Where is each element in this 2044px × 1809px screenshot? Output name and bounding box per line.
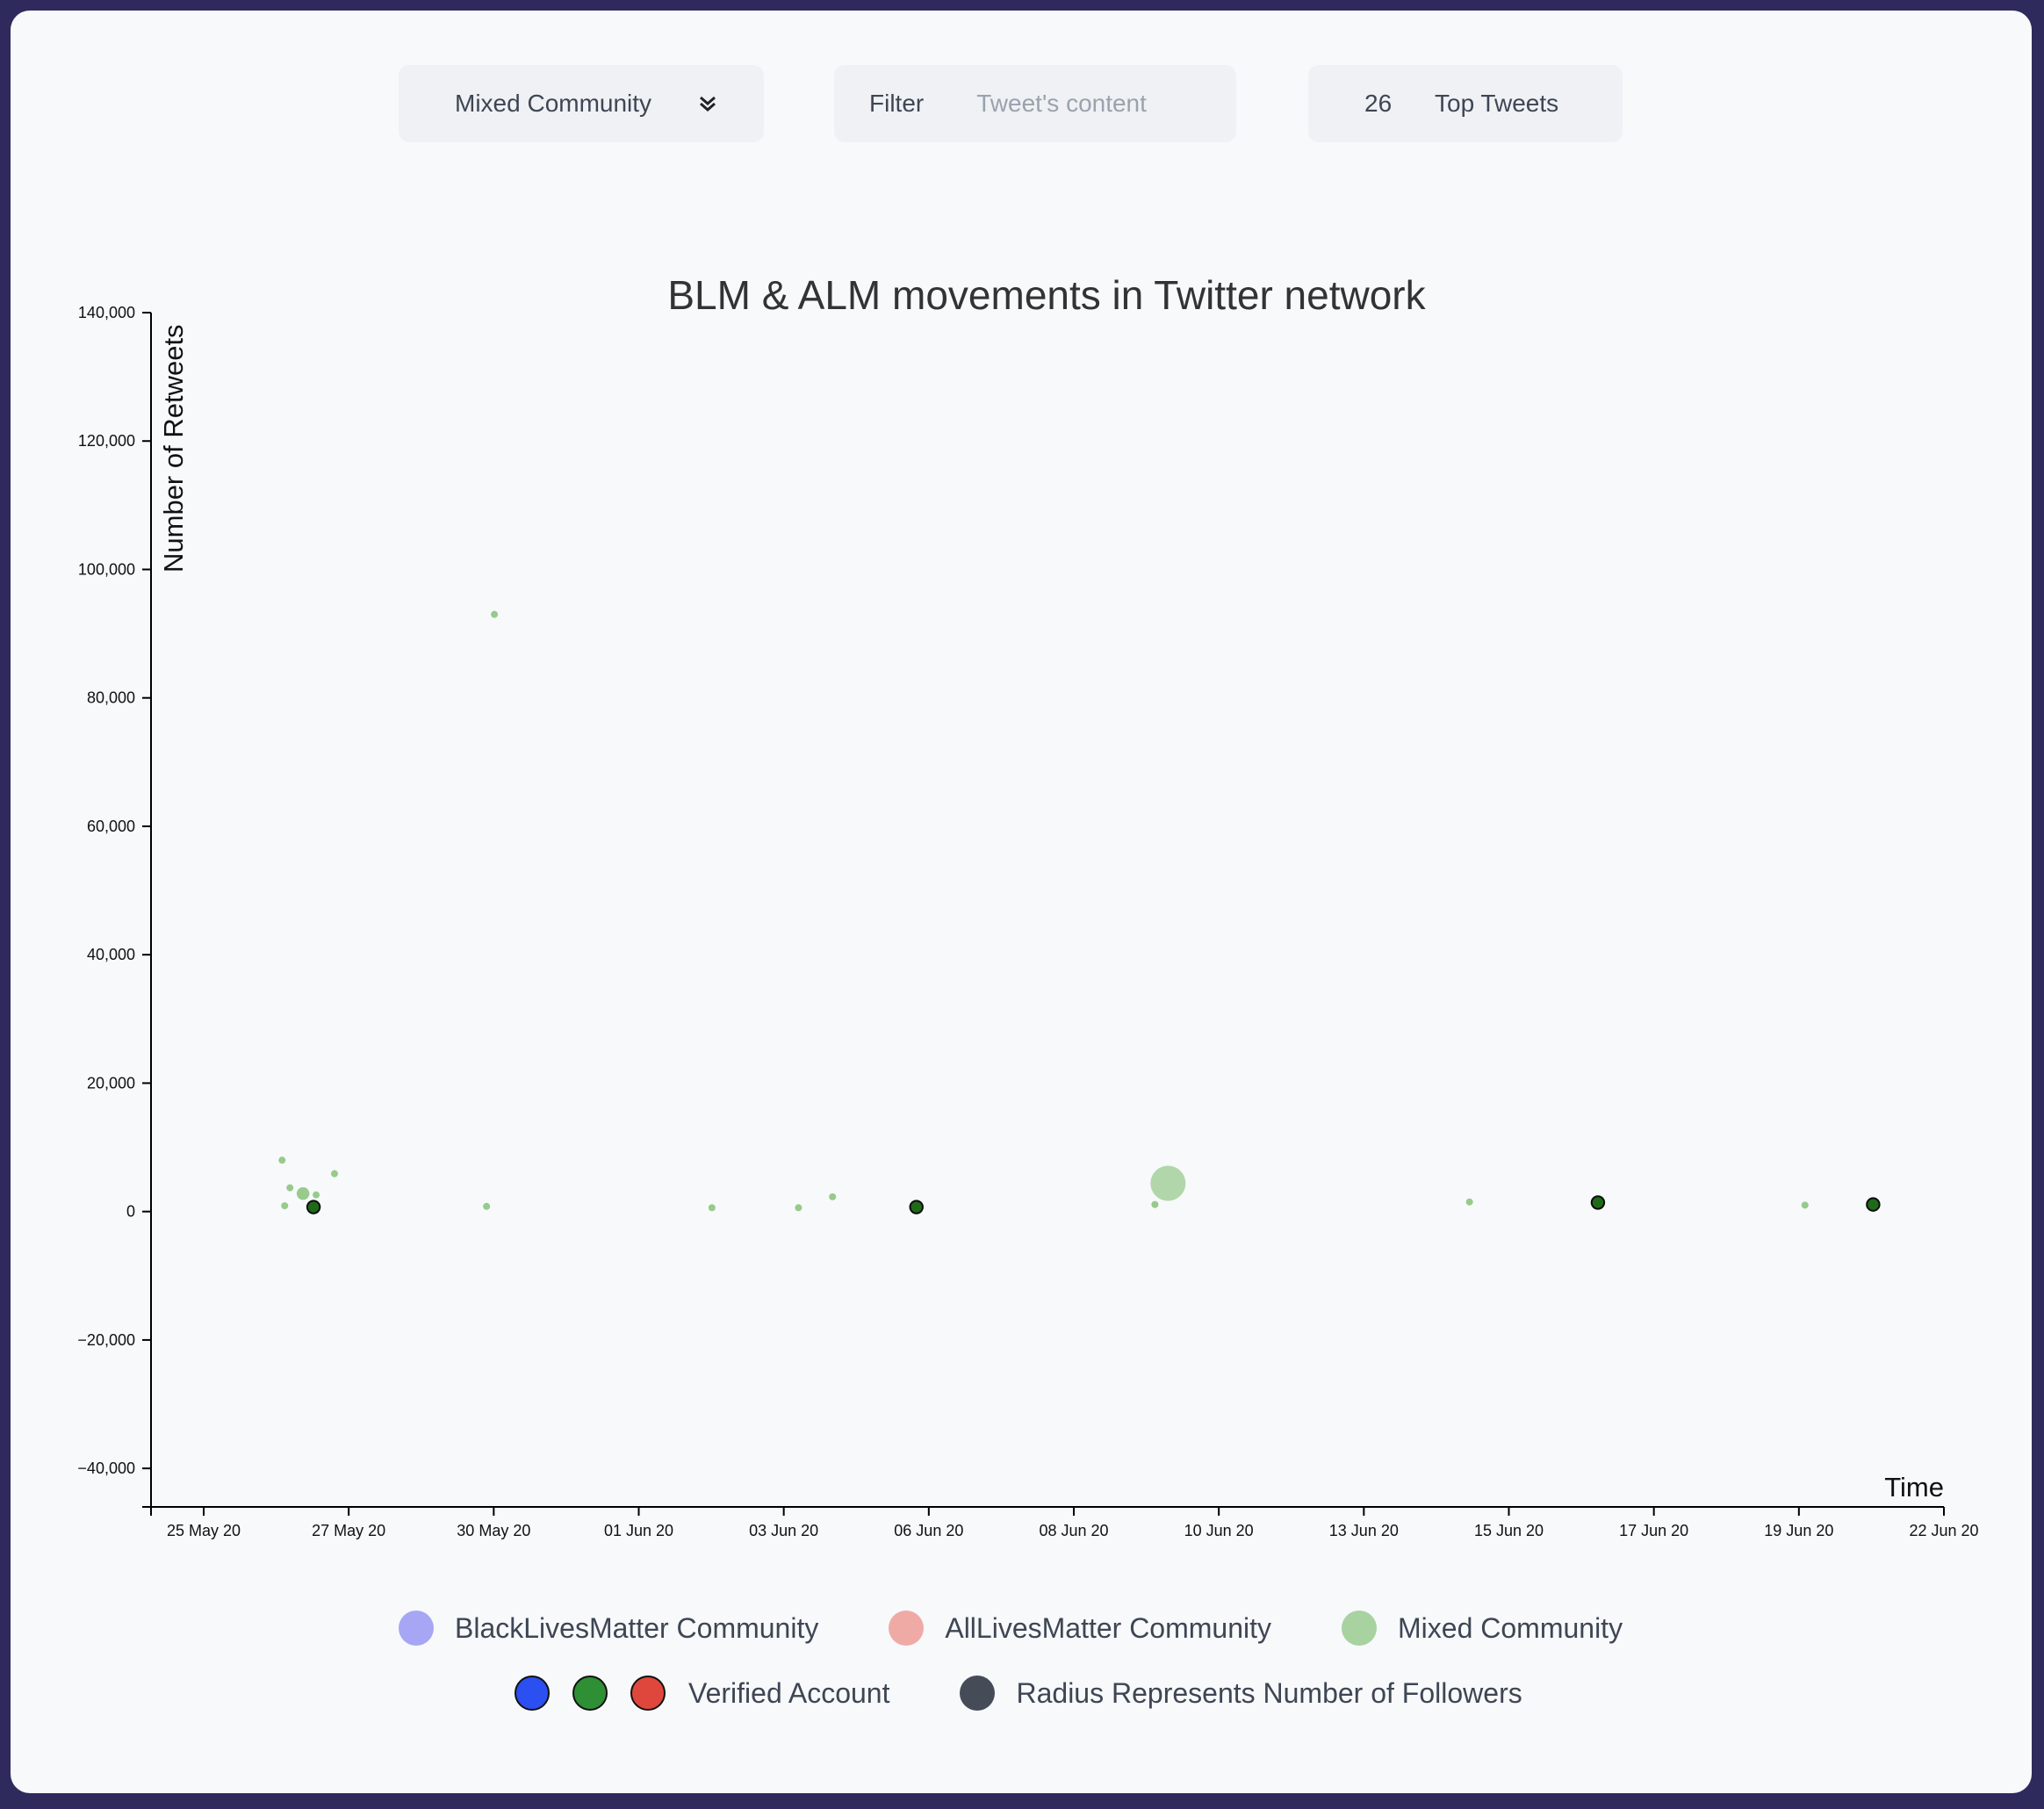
chevron-down-icon bbox=[700, 96, 716, 112]
verified-tweet-point bbox=[306, 1200, 321, 1214]
x-tick-label: 22 Jun 20 bbox=[1909, 1522, 1978, 1539]
y-tick-label: 120,000 bbox=[78, 432, 135, 450]
y-tick-label: 20,000 bbox=[87, 1074, 135, 1092]
tweet-point bbox=[1150, 1165, 1186, 1201]
verified-tweet-point bbox=[1866, 1197, 1881, 1212]
verified-tweet-point bbox=[1590, 1195, 1606, 1210]
x-axis: 25 May 20 27 May 20 30 May 20 01 Jun 20 03 J… bbox=[142, 1506, 1979, 1539]
data-points bbox=[278, 610, 1881, 1214]
x-tick-label: 03 Jun 20 bbox=[749, 1522, 818, 1539]
y-tick-label: 100,000 bbox=[78, 560, 135, 578]
main-panel bbox=[11, 11, 2032, 1793]
x-tick-label: 17 Jun 20 bbox=[1619, 1522, 1688, 1539]
tweet-point bbox=[795, 1204, 802, 1212]
tweet-point bbox=[491, 610, 499, 618]
x-tick-label: 06 Jun 20 bbox=[894, 1522, 963, 1539]
tweet-point bbox=[1801, 1201, 1809, 1209]
y-tick-label: 40,000 bbox=[87, 946, 135, 963]
x-tick-label: 10 Jun 20 bbox=[1184, 1522, 1254, 1539]
tweet-point bbox=[296, 1186, 310, 1200]
community-select[interactable]: Mixed Community bbox=[399, 65, 764, 142]
y-tick-label: 0 bbox=[126, 1203, 135, 1221]
verified-blue-dot bbox=[515, 1676, 550, 1711]
x-tick-label: 19 Jun 20 bbox=[1764, 1522, 1833, 1539]
y-axis: −40,000 −20,000 0 20,000 40,000 60,000 80,000 1… bbox=[77, 304, 152, 1507]
mixed-legend-dot bbox=[1342, 1611, 1377, 1646]
y-axis-label: Number of Retweets bbox=[158, 324, 189, 573]
top-tweets-count-input[interactable]: 26 bbox=[1364, 90, 1393, 117]
x-tick-label: 27 May 20 bbox=[312, 1522, 385, 1539]
alm-legend-dot bbox=[889, 1611, 925, 1646]
tweet-point bbox=[1465, 1198, 1473, 1206]
verified-legend-label: Verified Account bbox=[688, 1676, 890, 1709]
alm-legend-label: AllLivesMatter Community bbox=[945, 1611, 1271, 1644]
blm-legend-dot bbox=[399, 1611, 434, 1646]
mixed-legend-label: Mixed Community bbox=[1398, 1611, 1623, 1644]
tweet-point bbox=[313, 1191, 320, 1199]
tweet-point bbox=[281, 1202, 289, 1210]
scatter-chart: BLM & ALM movements in Twitter network −… bbox=[77, 272, 1979, 1539]
tweet-point bbox=[1151, 1200, 1159, 1208]
verified-green-dot bbox=[572, 1676, 608, 1711]
top-tweets-label: Top Tweets bbox=[1435, 90, 1559, 117]
x-tick-label: 08 Jun 20 bbox=[1039, 1522, 1108, 1539]
followers-legend-dot bbox=[960, 1676, 996, 1711]
top-tweets-control: 26 Top Tweets bbox=[1308, 65, 1623, 142]
community-select-value: Mixed Community bbox=[455, 90, 652, 117]
chart-title: BLM & ALM movements in Twitter network bbox=[667, 272, 1426, 318]
y-tick-label: 140,000 bbox=[78, 304, 135, 321]
tweet-point bbox=[708, 1204, 716, 1212]
y-tick-label: −20,000 bbox=[77, 1331, 135, 1349]
x-tick-label: 01 Jun 20 bbox=[604, 1522, 673, 1539]
blm-legend-label: BlackLivesMatter Community bbox=[455, 1611, 819, 1644]
x-tick-label: 25 May 20 bbox=[167, 1522, 241, 1539]
tweet-point bbox=[330, 1170, 338, 1178]
x-tick-label: 15 Jun 20 bbox=[1474, 1522, 1544, 1539]
filter-input[interactable] bbox=[975, 89, 1242, 119]
legend-community-row: BlackLivesMatter Community AllLivesMatte… bbox=[399, 1611, 1623, 1646]
verified-tweet-point bbox=[909, 1200, 924, 1214]
x-axis-label: Time bbox=[1884, 1472, 1944, 1503]
verified-red-dot bbox=[630, 1676, 666, 1711]
x-tick-label: 13 Jun 20 bbox=[1329, 1522, 1399, 1539]
radius-legend-label: Radius Represents Number of Followers bbox=[1016, 1676, 1522, 1709]
y-tick-label: −40,000 bbox=[77, 1459, 135, 1477]
x-tick-label: 30 May 20 bbox=[457, 1522, 530, 1539]
filter-label: Filter bbox=[869, 90, 925, 117]
y-tick-label: 60,000 bbox=[87, 818, 135, 835]
y-tick-label: 80,000 bbox=[87, 689, 135, 707]
tweet-point bbox=[278, 1157, 286, 1164]
tweet-point bbox=[483, 1202, 491, 1210]
legend-meta-row: Verified Account Radius Represents Numbe… bbox=[515, 1676, 1522, 1711]
tweet-point bbox=[286, 1184, 294, 1192]
tweet-point bbox=[829, 1193, 837, 1200]
filter-box: Filter bbox=[834, 65, 1242, 142]
